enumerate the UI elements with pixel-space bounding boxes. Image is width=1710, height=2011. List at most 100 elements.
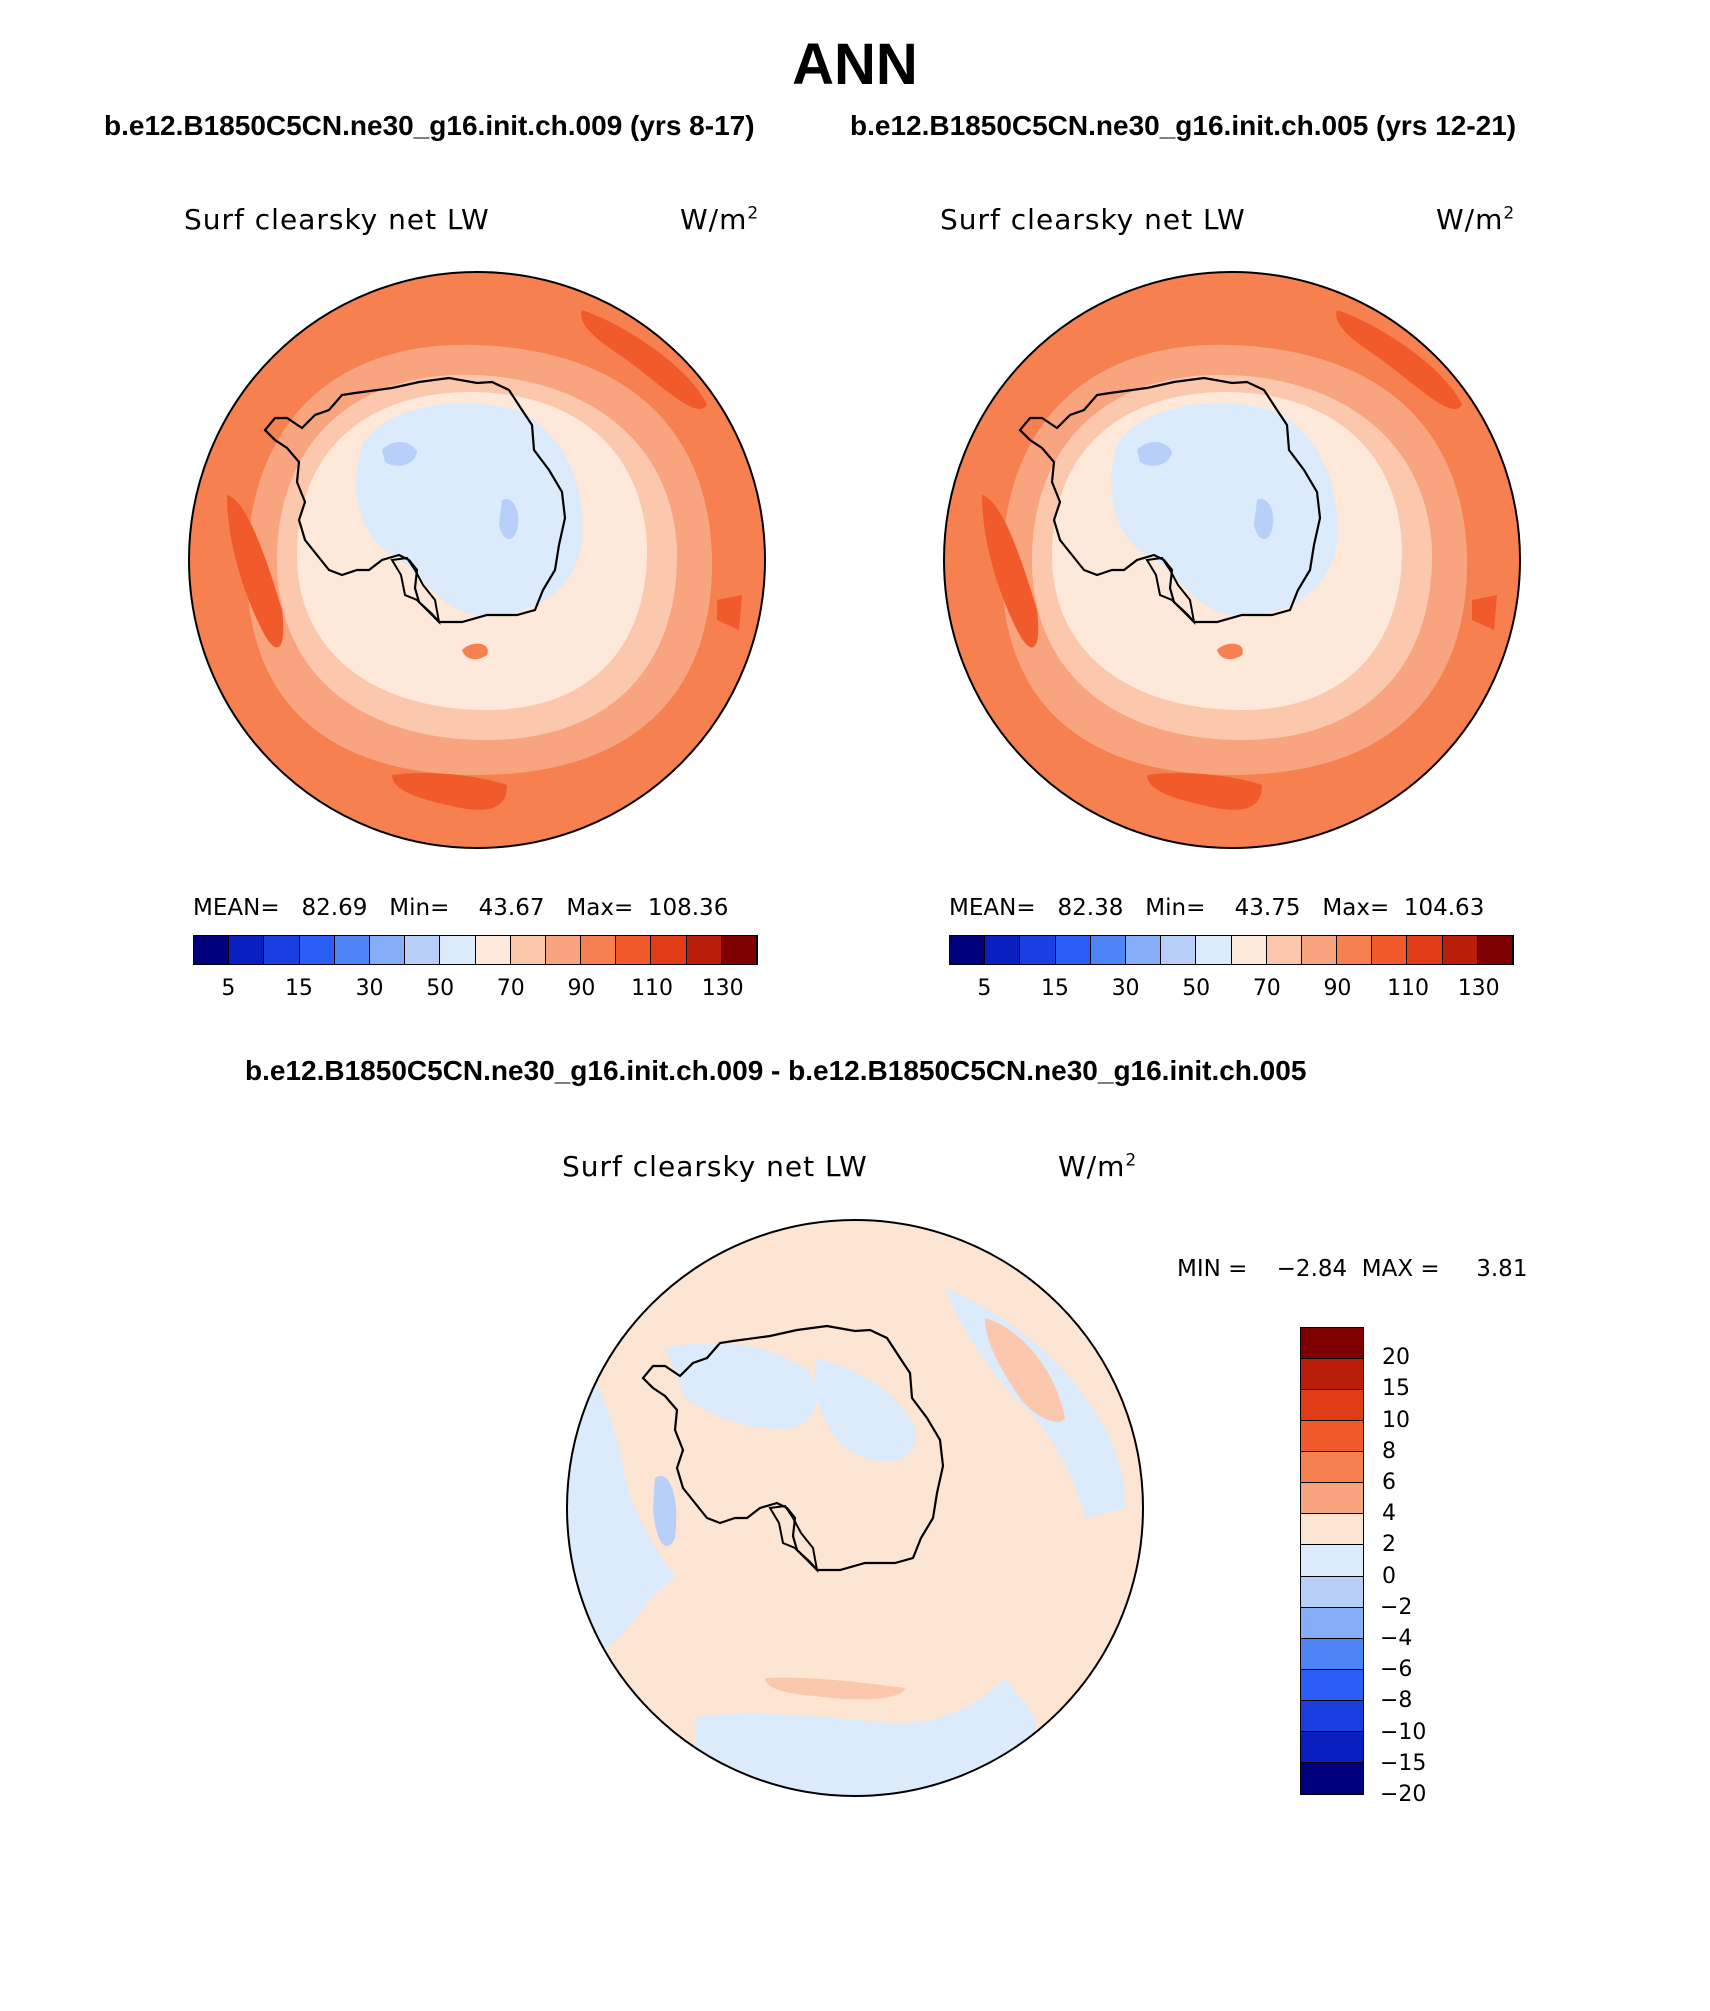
colorbar-tick-label: −2 (1380, 1594, 1413, 1620)
interior-40b (499, 499, 519, 540)
colorbar-tick-label: 0 (1382, 1563, 1396, 1589)
colorbar-tick-label: 6 (1382, 1470, 1396, 1495)
antarctica-coastline (641, 1324, 945, 1572)
max-se (1472, 595, 1497, 630)
colorbar-swatch (1301, 1545, 1363, 1577)
colorbar-swatch (950, 936, 986, 964)
figure-title: ANN (792, 32, 918, 97)
colorbar-tick-label: 70 (1252, 976, 1281, 1001)
colorbar-swatch (1301, 1483, 1363, 1515)
colorbar-swatch (510, 936, 546, 964)
colorbar-swatch (405, 936, 441, 964)
max-se (717, 595, 742, 630)
diff-polar-map (566, 1219, 1144, 1797)
colorbar-tick-label: −4 (1380, 1626, 1413, 1651)
left-stats: MEAN= 82.69 Min= 43.67 Max= 108.36 (193, 895, 729, 921)
colorbar-swatch (1301, 1762, 1363, 1794)
colorbar-swatch (1477, 936, 1513, 964)
colorbar-tick-label: 5 (221, 976, 236, 1001)
colorbar-swatch (1301, 1390, 1363, 1422)
colorbar-swatch (1301, 1514, 1363, 1546)
colorbar-swatch (1301, 1359, 1363, 1391)
colorbar-tick-label: 15 (1382, 1376, 1410, 1402)
diff-colorbar (1300, 1327, 1364, 1795)
colorbar-tick-label: 130 (701, 976, 744, 1001)
colorbar-swatch (299, 936, 335, 964)
colorbar-swatch (1301, 1421, 1363, 1453)
ross-ice-shelf-outline (390, 556, 441, 625)
diff-neg-peninsula (665, 1343, 818, 1429)
colorbar-swatch (1301, 1452, 1363, 1484)
colorbar-swatch (1196, 936, 1232, 964)
colorbar-swatch (1161, 936, 1197, 964)
interior-40a (1137, 441, 1172, 466)
interior-40b (1254, 499, 1274, 540)
left-case-label: b.e12.B1850C5CN.ne30_g16.init.ch.009 (yr… (104, 110, 755, 141)
colorbar-swatch (1301, 1731, 1363, 1763)
colorbar-swatch (1301, 1700, 1363, 1732)
ross-ice-shelf-outline (1145, 556, 1196, 625)
colorbar-swatch (1266, 936, 1302, 964)
left-panel-unit: W/m2 (680, 203, 760, 236)
colorbar-tick-label: 30 (1111, 976, 1140, 1001)
antarctica-coastline (263, 376, 567, 624)
colorbar-tick-label: 2 (1382, 1532, 1396, 1558)
colorbar-swatch (369, 936, 406, 964)
diff-neg-interior (815, 1358, 916, 1462)
diff-panel-variable: Surf clearsky net LW (562, 1150, 868, 1183)
colorbar-swatch (1301, 1607, 1363, 1639)
colorbar-swatch (1301, 1669, 1363, 1701)
colorbar-tick-label: 90 (567, 976, 596, 1001)
diff-neg-south (695, 1678, 1035, 1796)
right-colorbar (949, 935, 1514, 965)
right-panel-unit: W/m2 (1436, 203, 1516, 236)
max-east (581, 310, 707, 409)
interior-40a (382, 441, 417, 466)
colorbar-swatch (1337, 936, 1373, 964)
colorbar-swatch (1442, 936, 1478, 964)
colorbar-tick-label: 20 (1382, 1345, 1410, 1371)
left-panel-variable: Surf clearsky net LW (184, 203, 490, 236)
diff-pos-east (985, 1318, 1065, 1422)
colorbar-swatch (475, 936, 511, 964)
colorbar-tick-label: 15 (284, 976, 313, 1001)
colorbar-swatch (985, 936, 1021, 964)
diff-pos-south (765, 1677, 905, 1700)
colorbar-tick-label: −6 (1380, 1657, 1413, 1683)
colorbar-tick-label: 110 (1387, 976, 1430, 1001)
colorbar-tick-label: 30 (355, 976, 384, 1001)
colorbar-swatch (581, 936, 617, 964)
colorbar-tick-label: 50 (1182, 976, 1211, 1001)
ross-patch (1217, 643, 1243, 660)
colorbar-swatch (1301, 1638, 1363, 1670)
colorbar-swatch (1231, 936, 1267, 964)
colorbar-tick-label: 4 (1382, 1501, 1396, 1527)
colorbar-swatch (1301, 936, 1338, 964)
diff-colorbar-ticks: 20 15 10 8 6 4 2 0 −2 −4 −6 −8 −10 −15 −20 (1380, 1327, 1460, 1807)
colorbar-swatch (440, 936, 476, 964)
diff-neg-west (567, 1338, 675, 1648)
colorbar-tick-label: 130 (1457, 976, 1500, 1001)
max-west (227, 495, 284, 648)
max-west (982, 495, 1039, 648)
antarctica-coastline (1018, 376, 1322, 624)
right-panel-variable: Surf clearsky net LW (940, 203, 1246, 236)
colorbar-tick-label: −15 (1380, 1750, 1427, 1776)
colorbar-tick-label: −8 (1380, 1688, 1413, 1714)
right-case-label: b.e12.B1850C5CN.ne30_g16.init.ch.005 (yr… (850, 110, 1517, 141)
diff-stats: MIN = −2.84 MAX = 3.81 (1177, 1256, 1528, 1282)
colorbar-tick-label: −10 (1380, 1719, 1427, 1745)
max-south (1147, 773, 1262, 810)
ross-ice-shelf-outline (768, 1504, 819, 1573)
right-stats: MEAN= 82.38 Min= 43.75 Max= 104.63 (949, 895, 1485, 921)
colorbar-swatch (545, 936, 582, 964)
colorbar-swatch (1055, 936, 1091, 964)
colorbar-swatch (1020, 936, 1056, 964)
diff-panel-unit: W/m2 (1058, 1150, 1138, 1183)
colorbar-swatch (1407, 936, 1443, 964)
left-polar-map (188, 271, 766, 849)
colorbar-swatch (194, 936, 230, 964)
colorbar-swatch (334, 936, 370, 964)
colorbar-tick-label: 10 (1382, 1407, 1410, 1433)
colorbar-swatch (229, 936, 265, 964)
